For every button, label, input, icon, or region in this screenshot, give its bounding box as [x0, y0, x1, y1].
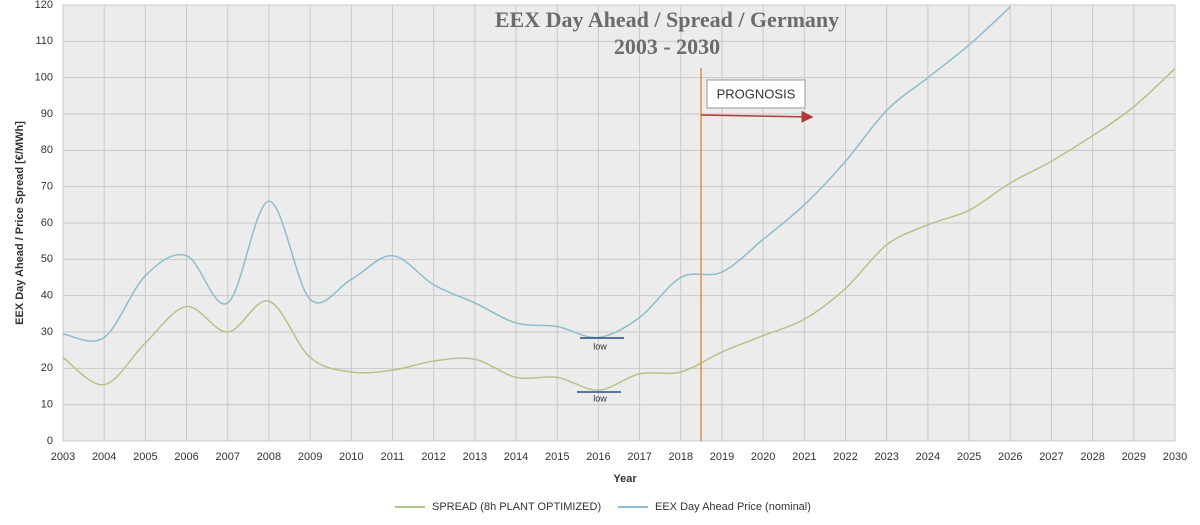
- x-tick-label: 2012: [421, 451, 445, 463]
- x-tick-label: 2007: [215, 451, 239, 463]
- x-axis-title: Year: [613, 473, 637, 485]
- x-tick-label: 2023: [874, 451, 898, 463]
- y-axis-title: EEX Day Ahead / Price Spread [€/MWh]: [14, 121, 26, 325]
- y-tick-label: 100: [35, 72, 53, 84]
- series-line: [63, 6, 1011, 342]
- chart-subtitle: 2003 - 2030: [614, 34, 720, 59]
- x-tick-label: 2025: [957, 451, 981, 463]
- x-tick-label: 2003: [51, 451, 75, 463]
- x-tick-label: 2017: [627, 451, 651, 463]
- x-tick-label: 2026: [998, 451, 1022, 463]
- legend-label: EEX Day Ahead Price (nominal): [655, 501, 811, 513]
- y-tick-label: 10: [41, 399, 53, 411]
- x-tick-label: 2019: [710, 451, 734, 463]
- x-tick-label: 2029: [1122, 451, 1146, 463]
- x-tick-label: 2020: [751, 451, 775, 463]
- x-tick-label: 2005: [133, 451, 157, 463]
- prognosis-arrow: [700, 110, 814, 123]
- series-line: [63, 68, 1175, 391]
- y-tick-label: 60: [41, 217, 53, 229]
- x-tick-label: 2016: [586, 451, 610, 463]
- x-tick-label: 2022: [833, 451, 857, 463]
- y-tick-label: 30: [41, 326, 53, 338]
- x-tick-label: 2014: [504, 451, 528, 463]
- x-tick-label: 2008: [257, 451, 281, 463]
- annotation: PROGNOSIS: [717, 86, 796, 101]
- x-tick-label: 2021: [792, 451, 816, 463]
- chart-title: EEX Day Ahead / Spread / Germany: [495, 7, 839, 32]
- x-tick-label: 2011: [381, 451, 405, 463]
- x-tick-label: 2024: [916, 451, 940, 463]
- y-tick-label: 50: [41, 253, 53, 265]
- x-tick-label: 2006: [174, 451, 198, 463]
- x-tick-label: 2013: [463, 451, 487, 463]
- y-tick-label: 80: [41, 144, 53, 156]
- y-tick-label: 0: [47, 435, 53, 447]
- annotation: low: [593, 393, 607, 403]
- y-tick-label: 20: [41, 362, 53, 374]
- x-tick-label: 2028: [1080, 451, 1104, 463]
- annotation: low: [593, 341, 607, 351]
- y-tick-label: 40: [41, 290, 53, 302]
- legend-label: SPREAD (8h PLANT OPTIMIZED): [432, 501, 601, 513]
- y-tick-label: 120: [35, 0, 53, 11]
- x-tick-label: 2015: [545, 451, 569, 463]
- y-tick-label: 90: [41, 108, 53, 120]
- x-tick-label: 2030: [1163, 451, 1187, 463]
- x-tick-label: 2027: [1039, 451, 1063, 463]
- x-tick-label: 2010: [339, 451, 363, 463]
- x-tick-label: 2018: [669, 451, 693, 463]
- x-tick-label: 2009: [298, 451, 322, 463]
- y-tick-label: 110: [35, 35, 53, 47]
- y-tick-label: 70: [41, 181, 53, 193]
- x-tick-label: 2004: [92, 451, 116, 463]
- prognosis-box: [706, 79, 806, 109]
